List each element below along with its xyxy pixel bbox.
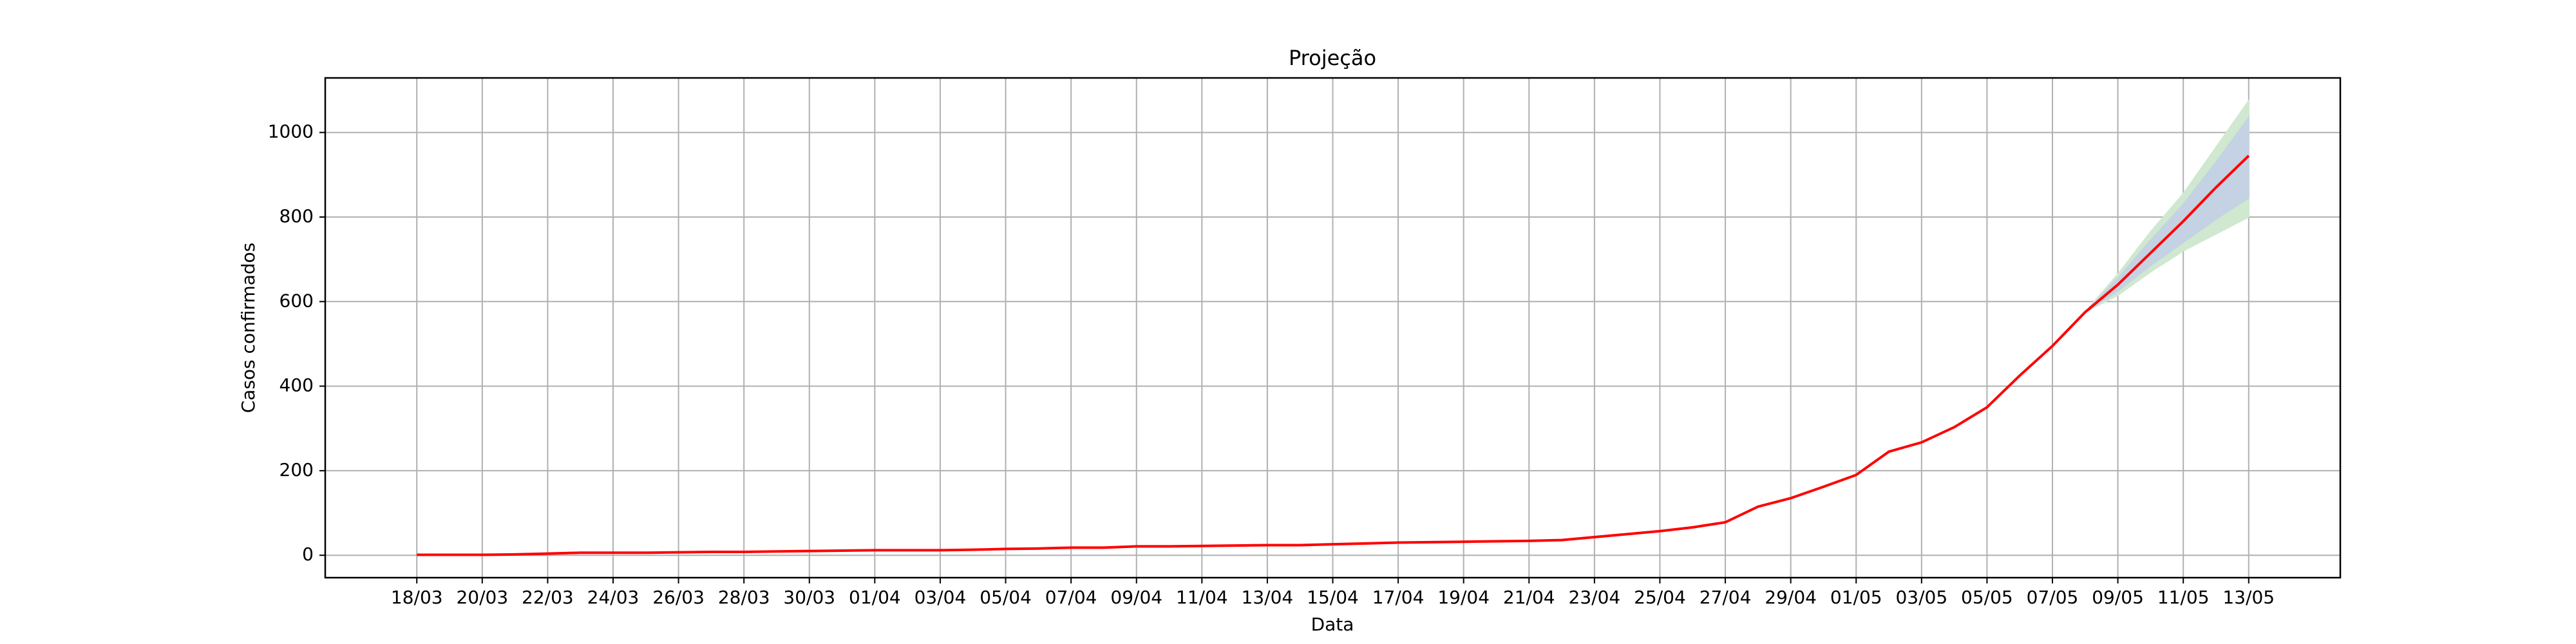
line-series (417, 155, 2250, 556)
y-axis-label: Casos confirmados (238, 243, 259, 413)
x-tick-label: 01/05 (1830, 587, 1882, 608)
x-tick-label: 01/04 (849, 587, 901, 608)
x-tick-label: 29/04 (1765, 587, 1817, 608)
confidence-band (2085, 115, 2249, 313)
grid (325, 78, 2340, 578)
x-tick-label: 15/04 (1307, 587, 1359, 608)
x-tick-label: 07/05 (2027, 587, 2079, 608)
x-tick-label: 21/04 (1503, 587, 1555, 608)
x-tick-label: 05/05 (1961, 587, 2013, 608)
x-tick-label: 11/05 (2157, 587, 2210, 608)
x-tick-label: 30/03 (783, 587, 835, 608)
x-tick-label: 23/04 (1569, 587, 1621, 608)
y-tick-label: 600 (279, 290, 314, 311)
x-axis-label: Data (1311, 614, 1354, 635)
x-tick-label: 03/05 (1895, 587, 1947, 608)
x-tick-label: 17/04 (1372, 587, 1425, 608)
y-tick-label: 0 (302, 544, 314, 565)
y-tick-label: 800 (279, 205, 314, 227)
x-tick-label: 24/03 (587, 587, 639, 608)
x-tick-label: 11/04 (1176, 587, 1228, 608)
x-tick-label: 03/04 (914, 587, 967, 608)
x-tick-label: 07/04 (1045, 587, 1097, 608)
x-tick-label: 25/04 (1634, 587, 1686, 608)
x-tick-label: 27/04 (1700, 587, 1752, 608)
x-tick-label: 19/04 (1437, 587, 1490, 608)
x-tick-label: 13/05 (2222, 587, 2275, 608)
x-tick-label: 18/03 (391, 587, 443, 608)
x-tick-label: 13/04 (1242, 587, 1294, 608)
x-tick-label: 20/03 (456, 587, 508, 608)
x-tick-label: 22/03 (522, 587, 574, 608)
x-tick-label: 28/03 (718, 587, 770, 608)
plot-area (417, 99, 2250, 556)
y-tick-label: 200 (279, 459, 314, 480)
x-tick-label: 26/03 (652, 587, 705, 608)
x-tick-label: 05/04 (980, 587, 1032, 608)
x-tick-label: 09/04 (1110, 587, 1162, 608)
y-tick-label: 400 (279, 375, 314, 396)
x-tick-label: 09/05 (2092, 587, 2144, 608)
y-tick-label: 1000 (268, 121, 314, 142)
chart-title: Projeção (1289, 46, 1376, 70)
